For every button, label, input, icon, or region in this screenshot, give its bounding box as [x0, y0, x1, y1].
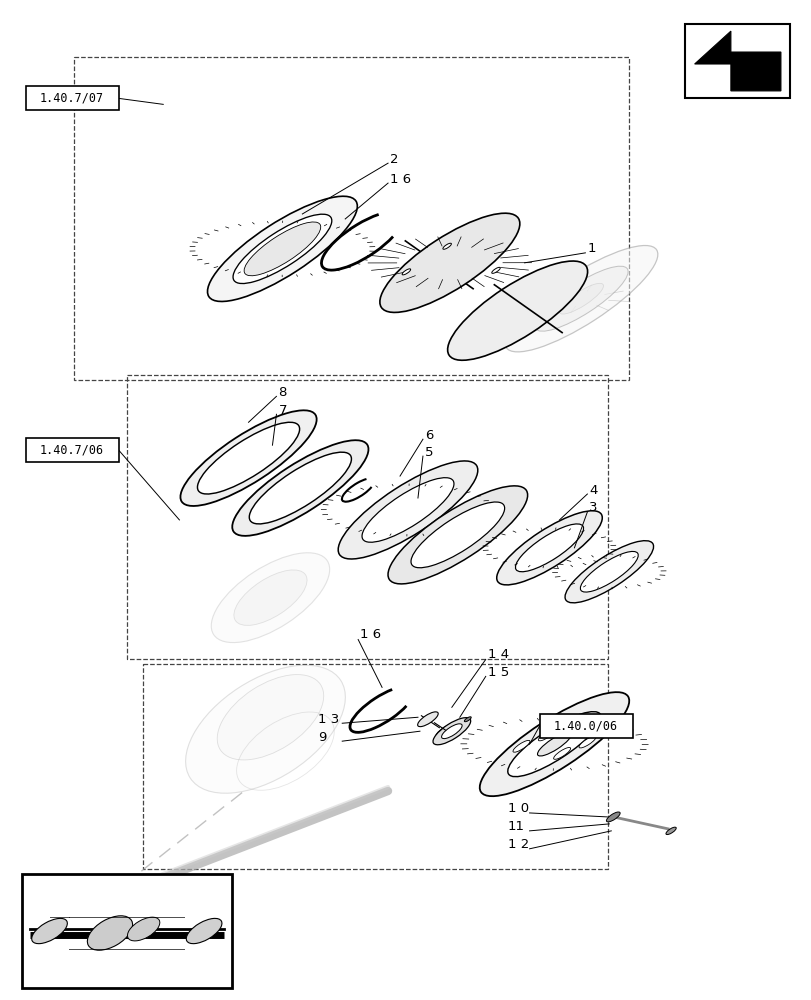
Ellipse shape	[479, 692, 629, 796]
Ellipse shape	[208, 196, 357, 301]
Ellipse shape	[665, 827, 676, 835]
Text: 8: 8	[278, 386, 286, 399]
Ellipse shape	[553, 747, 570, 759]
Text: 1.40.7/06: 1.40.7/06	[40, 444, 104, 457]
Ellipse shape	[606, 812, 620, 822]
Ellipse shape	[127, 917, 160, 941]
Ellipse shape	[217, 675, 324, 760]
Ellipse shape	[441, 724, 461, 739]
Text: 9: 9	[318, 731, 326, 744]
Bar	[74, 57, 628, 380]
Ellipse shape	[180, 410, 316, 506]
Text: 7: 7	[278, 404, 286, 417]
Ellipse shape	[186, 918, 221, 944]
Text: 1 6: 1 6	[389, 173, 410, 186]
Text: 1 0: 1 0	[507, 802, 528, 815]
Ellipse shape	[580, 551, 637, 592]
Ellipse shape	[513, 740, 530, 752]
Ellipse shape	[197, 422, 299, 494]
Ellipse shape	[388, 486, 527, 584]
Ellipse shape	[534, 266, 628, 331]
Ellipse shape	[447, 261, 587, 360]
Bar	[127, 375, 607, 659]
Text: 1 2: 1 2	[507, 838, 528, 851]
Text: 5: 5	[424, 446, 433, 459]
Text: 1: 1	[586, 242, 595, 255]
Ellipse shape	[435, 724, 456, 739]
Ellipse shape	[362, 478, 453, 542]
Ellipse shape	[578, 736, 595, 748]
Ellipse shape	[442, 243, 451, 249]
Ellipse shape	[233, 214, 332, 284]
Ellipse shape	[401, 269, 410, 275]
Ellipse shape	[32, 918, 67, 944]
Text: 1 5: 1 5	[487, 666, 508, 679]
Bar	[22, 874, 232, 988]
Text: 1 4: 1 4	[487, 648, 508, 661]
Ellipse shape	[496, 511, 602, 585]
Ellipse shape	[249, 452, 351, 524]
Ellipse shape	[564, 541, 653, 603]
Ellipse shape	[559, 283, 603, 314]
Text: 1 6: 1 6	[360, 628, 381, 641]
Text: 1 3: 1 3	[318, 713, 339, 726]
Bar	[26, 438, 118, 462]
Text: 11: 11	[507, 820, 524, 833]
Polygon shape	[693, 31, 780, 91]
Ellipse shape	[88, 916, 132, 950]
Ellipse shape	[538, 729, 555, 741]
Text: 3: 3	[589, 501, 597, 514]
Ellipse shape	[211, 553, 329, 643]
Ellipse shape	[337, 461, 477, 559]
Ellipse shape	[507, 712, 600, 777]
Bar	[143, 664, 607, 869]
Bar	[684, 24, 789, 98]
Ellipse shape	[410, 502, 504, 568]
Text: 1.40.0/06: 1.40.0/06	[553, 720, 617, 733]
Ellipse shape	[491, 267, 500, 273]
Text: 2: 2	[389, 153, 398, 166]
Ellipse shape	[515, 524, 583, 572]
Ellipse shape	[504, 245, 657, 352]
Ellipse shape	[232, 440, 368, 536]
Ellipse shape	[417, 712, 438, 727]
Bar	[539, 714, 632, 738]
Ellipse shape	[244, 222, 320, 276]
Ellipse shape	[464, 717, 470, 722]
Text: 1.40.7/07: 1.40.7/07	[40, 92, 104, 105]
Ellipse shape	[186, 665, 345, 793]
Text: 6: 6	[424, 429, 433, 442]
Ellipse shape	[380, 213, 519, 312]
Text: 4: 4	[589, 484, 597, 497]
Ellipse shape	[234, 570, 307, 625]
Ellipse shape	[432, 718, 470, 745]
Bar	[26, 86, 118, 110]
Ellipse shape	[537, 732, 571, 756]
